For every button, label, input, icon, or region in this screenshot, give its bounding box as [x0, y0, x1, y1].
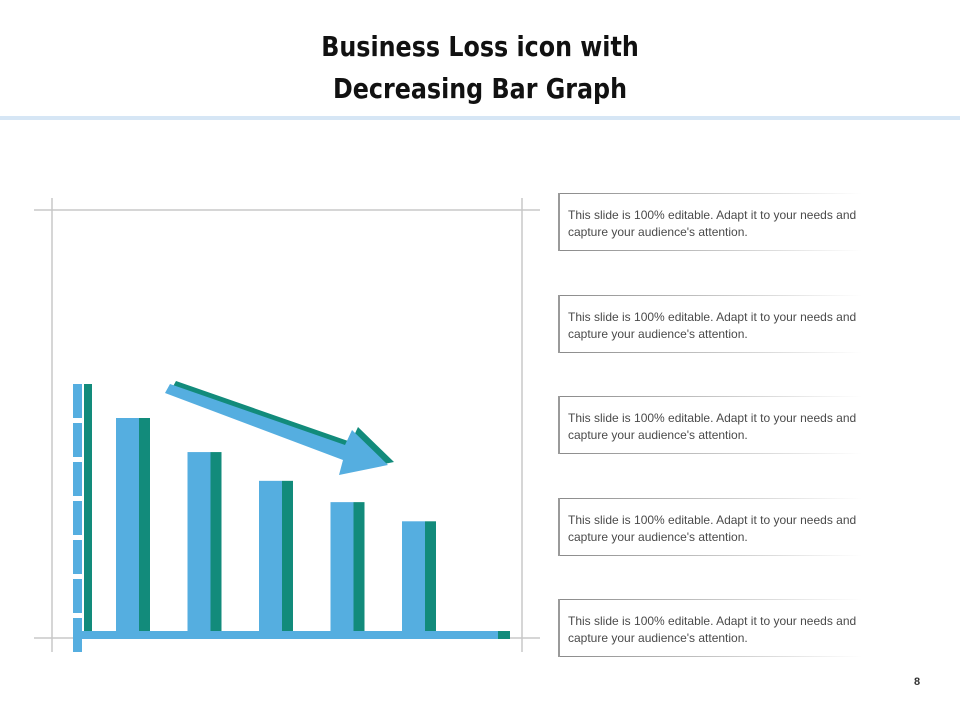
base-line: [73, 631, 498, 639]
bar-2: [187, 452, 211, 631]
axis-segment: [73, 501, 82, 535]
text-box-3-text: This slide is 100% editable. Adapt it to…: [568, 411, 857, 442]
text-box-3[interactable]: This slide is 100% editable. Adapt it to…: [558, 396, 862, 454]
text-box-5[interactable]: This slide is 100% editable. Adapt it to…: [558, 599, 862, 657]
bar-4: [330, 502, 354, 631]
bar-1-shadow: [139, 418, 150, 631]
bar-2-shadow: [210, 452, 222, 631]
text-box-4[interactable]: This slide is 100% editable. Adapt it to…: [558, 498, 862, 556]
text-box-1-text: This slide is 100% editable. Adapt it to…: [568, 208, 857, 239]
page-number: 8: [913, 676, 921, 688]
bar-1: [116, 418, 139, 631]
bar-4-shadow: [353, 502, 365, 631]
bar-3: [259, 480, 282, 631]
axis-shadow: [84, 384, 92, 631]
text-box-2[interactable]: This slide is 100% editable. Adapt it to…: [558, 295, 862, 353]
axis-segment: [73, 423, 82, 457]
down-arrow-icon: [165, 384, 388, 475]
bar-3-shadow: [282, 480, 293, 631]
axis-segment: [73, 462, 82, 496]
axis-segment: [73, 579, 82, 613]
text-box-4-text: This slide is 100% editable. Adapt it to…: [568, 513, 857, 544]
axis-segment: [73, 540, 82, 574]
axis-segment: [73, 384, 82, 418]
text-box-5-text: This slide is 100% editable. Adapt it to…: [568, 614, 857, 645]
text-box-2-text: This slide is 100% editable. Adapt it to…: [568, 310, 857, 341]
title-line-2: Decreasing Bar Graph: [332, 72, 628, 105]
title-divider: [0, 116, 960, 120]
title-line-1: Business Loss icon with: [321, 30, 639, 63]
bar-5-shadow: [425, 521, 436, 631]
bar-5: [402, 521, 425, 631]
slide-title: Business Loss icon with Decreasing Bar G…: [72, 26, 888, 110]
text-box-1[interactable]: This slide is 100% editable. Adapt it to…: [558, 193, 862, 251]
decreasing-bar-graph-icon: [73, 381, 510, 652]
base-line-shadow: [498, 631, 510, 639]
